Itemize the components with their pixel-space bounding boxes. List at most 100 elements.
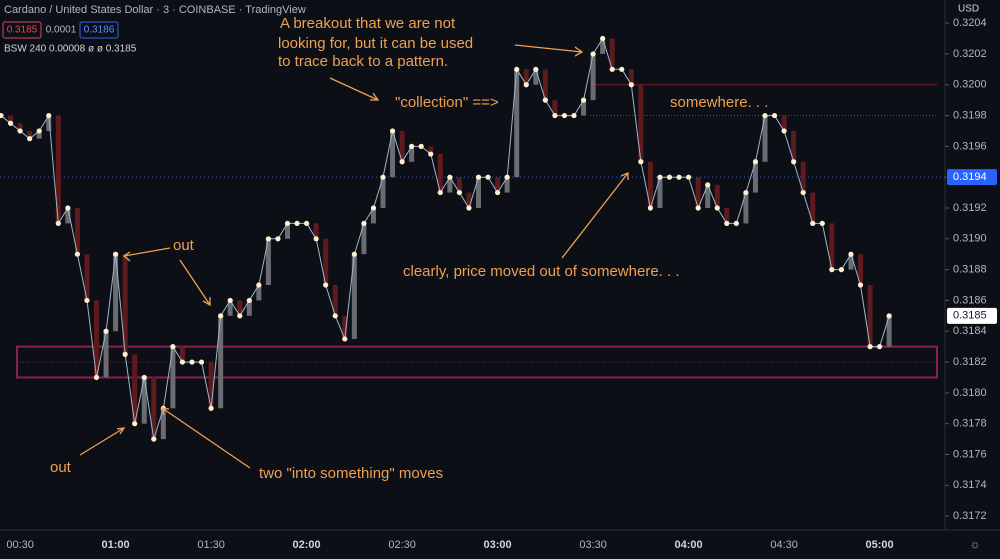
close-dot	[676, 174, 682, 180]
close-dot	[523, 82, 529, 88]
close-dot	[284, 220, 291, 227]
close-dot	[141, 374, 147, 381]
close-dot	[380, 174, 386, 180]
close-dot	[132, 421, 138, 427]
bar	[858, 254, 863, 286]
x-tick-label: 05:00	[866, 539, 894, 551]
close-dot	[74, 251, 80, 257]
close-dot	[877, 344, 883, 350]
close-dot	[227, 297, 233, 304]
close-dot	[294, 220, 300, 227]
bar	[514, 69, 520, 178]
close-dot	[265, 236, 271, 242]
annotation: A breakout that we are not	[280, 15, 456, 32]
close-dot	[714, 205, 720, 211]
close-dot	[657, 174, 663, 180]
annotation: out	[173, 237, 195, 254]
bar	[361, 223, 367, 255]
close-dot	[275, 236, 281, 242]
bar	[657, 177, 663, 208]
bar	[151, 377, 157, 440]
close-dot	[762, 112, 768, 119]
bar	[237, 300, 243, 316]
bar	[246, 300, 252, 316]
y-tick-label: 0.3192	[953, 202, 987, 214]
price-tag-label: 0.3185	[953, 310, 987, 322]
x-tick-label: 02:30	[388, 539, 416, 551]
annotation: to trace back to a pattern.	[278, 53, 448, 70]
bid: 0.3185	[7, 25, 38, 36]
bar	[886, 315, 892, 347]
close-dot	[332, 313, 338, 319]
close-dot	[781, 128, 787, 134]
bar	[94, 300, 99, 378]
bar	[705, 184, 711, 208]
annotation: somewhere. . .	[670, 94, 768, 111]
bar	[829, 223, 835, 270]
x-tick-label: 00:30	[6, 539, 34, 551]
close-dot	[666, 174, 673, 180]
close-dot	[237, 313, 243, 319]
bar	[781, 115, 787, 131]
x-tick-label: 01:30	[197, 539, 225, 551]
bar	[390, 130, 396, 178]
x-tick-label: 04:30	[770, 539, 798, 551]
y-tick-label: 0.3174	[953, 479, 987, 491]
close-dot	[370, 205, 377, 211]
annotation: "collection" ==>	[395, 94, 499, 111]
bar	[466, 192, 472, 208]
currency[interactable]: USD	[958, 4, 979, 15]
y-tick-label: 0.3204	[953, 17, 987, 29]
close-dot	[418, 143, 424, 149]
close-dot	[504, 174, 510, 180]
annotation: two "into something" moves	[259, 465, 443, 482]
close-dot	[313, 236, 319, 242]
close-dot	[27, 136, 33, 142]
bar	[752, 161, 758, 193]
arrow	[79, 427, 126, 456]
settings-icon[interactable]: ☼	[970, 537, 981, 551]
bar	[46, 115, 52, 131]
y-tick-label: 0.3196	[953, 140, 987, 152]
bar	[113, 254, 119, 332]
y-tick-label: 0.3198	[953, 109, 987, 121]
arrow	[161, 407, 251, 469]
bar	[638, 84, 644, 162]
close-dot	[533, 66, 539, 72]
close-dot	[552, 112, 558, 119]
x-tick-label: 03:30	[579, 539, 607, 551]
close-dot	[771, 112, 778, 119]
price-tag	[947, 169, 997, 186]
close-dot	[218, 313, 224, 319]
y-tick-label: 0.3172	[953, 510, 987, 522]
annotation: looking for, but it can be used	[278, 35, 473, 52]
bar	[590, 53, 596, 101]
close-dot	[170, 344, 176, 350]
y-tick-label: 0.3200	[953, 79, 987, 91]
arrow	[179, 259, 211, 307]
bar	[55, 115, 61, 224]
bar	[179, 346, 185, 363]
bar	[74, 207, 80, 255]
close-dot	[600, 35, 606, 42]
y-tick-label: 0.3184	[953, 325, 987, 337]
close-dot	[829, 267, 835, 273]
close-dot	[638, 159, 644, 165]
bar	[351, 254, 357, 339]
bar	[495, 177, 501, 193]
bar	[476, 177, 481, 208]
x-tick-label: 01:00	[102, 539, 130, 551]
close-dot	[886, 313, 892, 319]
bar	[437, 154, 443, 193]
close-dot	[103, 328, 109, 334]
bar	[370, 207, 376, 224]
y-tick-label: 0.3186	[953, 294, 987, 306]
bar	[141, 377, 147, 424]
y-tick-label: 0.3182	[953, 356, 987, 368]
bar	[504, 177, 510, 193]
close-dot	[17, 128, 23, 134]
close-dot	[686, 174, 692, 180]
bar	[552, 100, 558, 116]
indicator: BSW 240 0.00008 ø ø 0.3185	[4, 44, 137, 55]
